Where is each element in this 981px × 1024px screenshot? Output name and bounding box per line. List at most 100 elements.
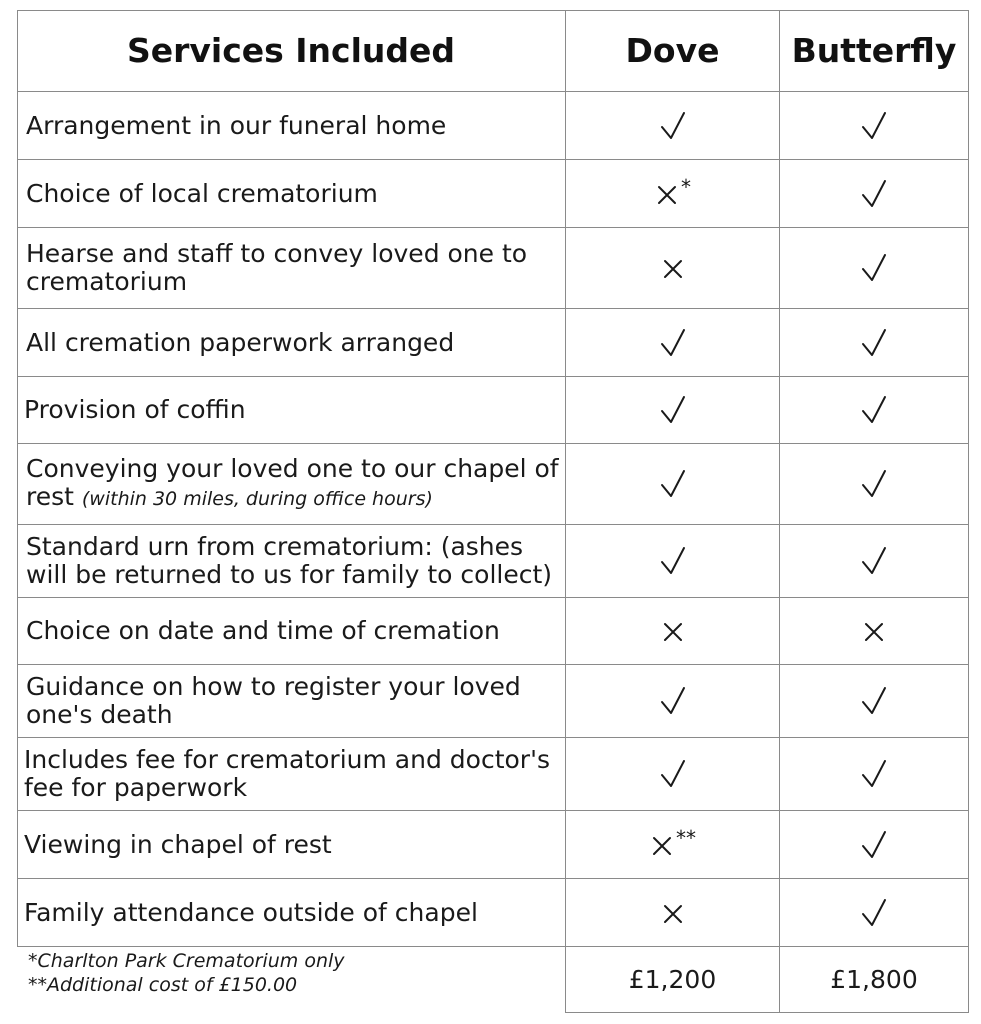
butterfly-mark [780,665,968,737]
butterfly-mark [780,92,968,159]
service-label: Includes fee for crematorium and doctor'… [24,745,550,802]
service-label: Provision of coffin [24,395,246,424]
check-icon [862,111,886,139]
table-border [17,91,969,92]
table-border [565,10,566,1012]
service-label: Choice on date and time of cremation [26,616,500,645]
service-note: (within 30 miles, during office hours) [81,488,433,510]
table-border [17,159,969,160]
check-icon [862,547,886,574]
service-cell: Family attendance outside of chapel [24,879,560,946]
dove-mark: * [566,160,779,227]
footnote-marker: * [681,174,691,199]
check-icon [862,470,886,497]
check-icon [660,111,685,139]
check-icon [660,760,685,787]
table-border [17,376,969,377]
service-cell: Conveying your loved one to our chapel o… [26,444,562,524]
table-border [968,10,969,1012]
dove-mark [566,879,779,946]
check-icon [660,470,685,497]
dove-mark [566,665,779,737]
dove-mark [566,377,779,443]
check-icon [660,328,685,356]
table-border [779,10,780,1012]
service-label: Hearse and staff to convey loved one to … [26,239,528,296]
header-butterfly: Butterfly [791,30,957,70]
table-border [17,10,969,11]
header-services: Services Included [126,30,456,70]
price-butterfly: £1,800 [830,964,918,994]
table-border [17,524,969,525]
table-border [17,810,969,811]
service-cell: Viewing in chapel of rest [24,811,560,878]
dove-mark [566,92,779,159]
dove-mark [566,309,779,376]
dove-mark [566,444,779,524]
cross-icon [663,623,682,641]
table-border [17,597,969,598]
service-cell: Choice of local crematorium [26,160,562,227]
check-icon [660,547,685,574]
service-label: Arrangement in our funeral home [26,110,447,140]
check-icon [862,179,886,207]
butterfly-mark [780,598,968,664]
service-cell: Hearse and staff to convey loved one to … [26,228,562,308]
cross-icon [865,623,883,641]
service-cell: Standard urn from crematorium: (ashes wi… [26,525,562,597]
service-cell: Provision of coffin [24,377,560,443]
table-border [17,878,969,879]
butterfly-mark [780,444,968,524]
dove-mark [566,598,779,664]
cross-icon [653,836,671,855]
dove-mark [566,228,779,308]
check-icon [660,687,685,714]
table-border [17,308,969,309]
butterfly-mark [780,377,968,443]
butterfly-mark [780,525,968,597]
table-border [17,737,969,738]
dove-mark: ** [566,811,779,878]
service-label: All cremation paperwork arranged [26,327,455,357]
butterfly-mark [780,160,968,227]
service-cell: Choice on date and time of cremation [26,598,562,664]
check-icon [862,760,886,787]
check-icon [862,830,886,858]
butterfly-mark [780,738,968,810]
service-label: Family attendance outside of chapel [24,897,478,927]
butterfly-mark [780,811,968,878]
service-label: Viewing in chapel of rest [24,829,332,859]
service-label: Choice of local crematorium [26,178,378,208]
footnote-marker: ** [676,825,696,850]
price-dove: £1,200 [628,964,717,994]
butterfly-mark [780,228,968,308]
check-icon [862,898,886,926]
service-cell: Includes fee for crematorium and doctor'… [24,738,560,810]
check-icon [862,254,886,281]
service-label: Conveying your loved one to our chapel o… [26,454,559,511]
header-dove: Dove [625,30,720,70]
table-border [17,664,969,665]
table-border [17,10,18,946]
dove-mark [566,738,779,810]
service-cell: Arrangement in our funeral home [26,92,562,159]
cross-icon [658,185,676,204]
table-border [565,1012,969,1013]
butterfly-mark [780,879,968,946]
cross-icon [663,904,682,923]
table-border [17,946,969,947]
footnote-viewing-cost: **Additional cost of £150.00 [28,974,298,996]
table-border [17,227,969,228]
service-cell: Guidance on how to register your loved o… [26,665,562,737]
cross-icon [663,260,682,278]
service-label: Standard urn from crematorium: (ashes wi… [26,532,553,589]
check-icon [862,396,886,423]
check-icon [862,687,886,714]
service-cell: All cremation paperwork arranged [26,309,562,376]
dove-mark [566,525,779,597]
check-icon [862,328,886,356]
service-label: Guidance on how to register your loved o… [26,672,521,729]
footnote-crematorium: *Charlton Park Crematorium only [28,950,345,972]
butterfly-mark [780,309,968,376]
check-icon [660,396,685,423]
